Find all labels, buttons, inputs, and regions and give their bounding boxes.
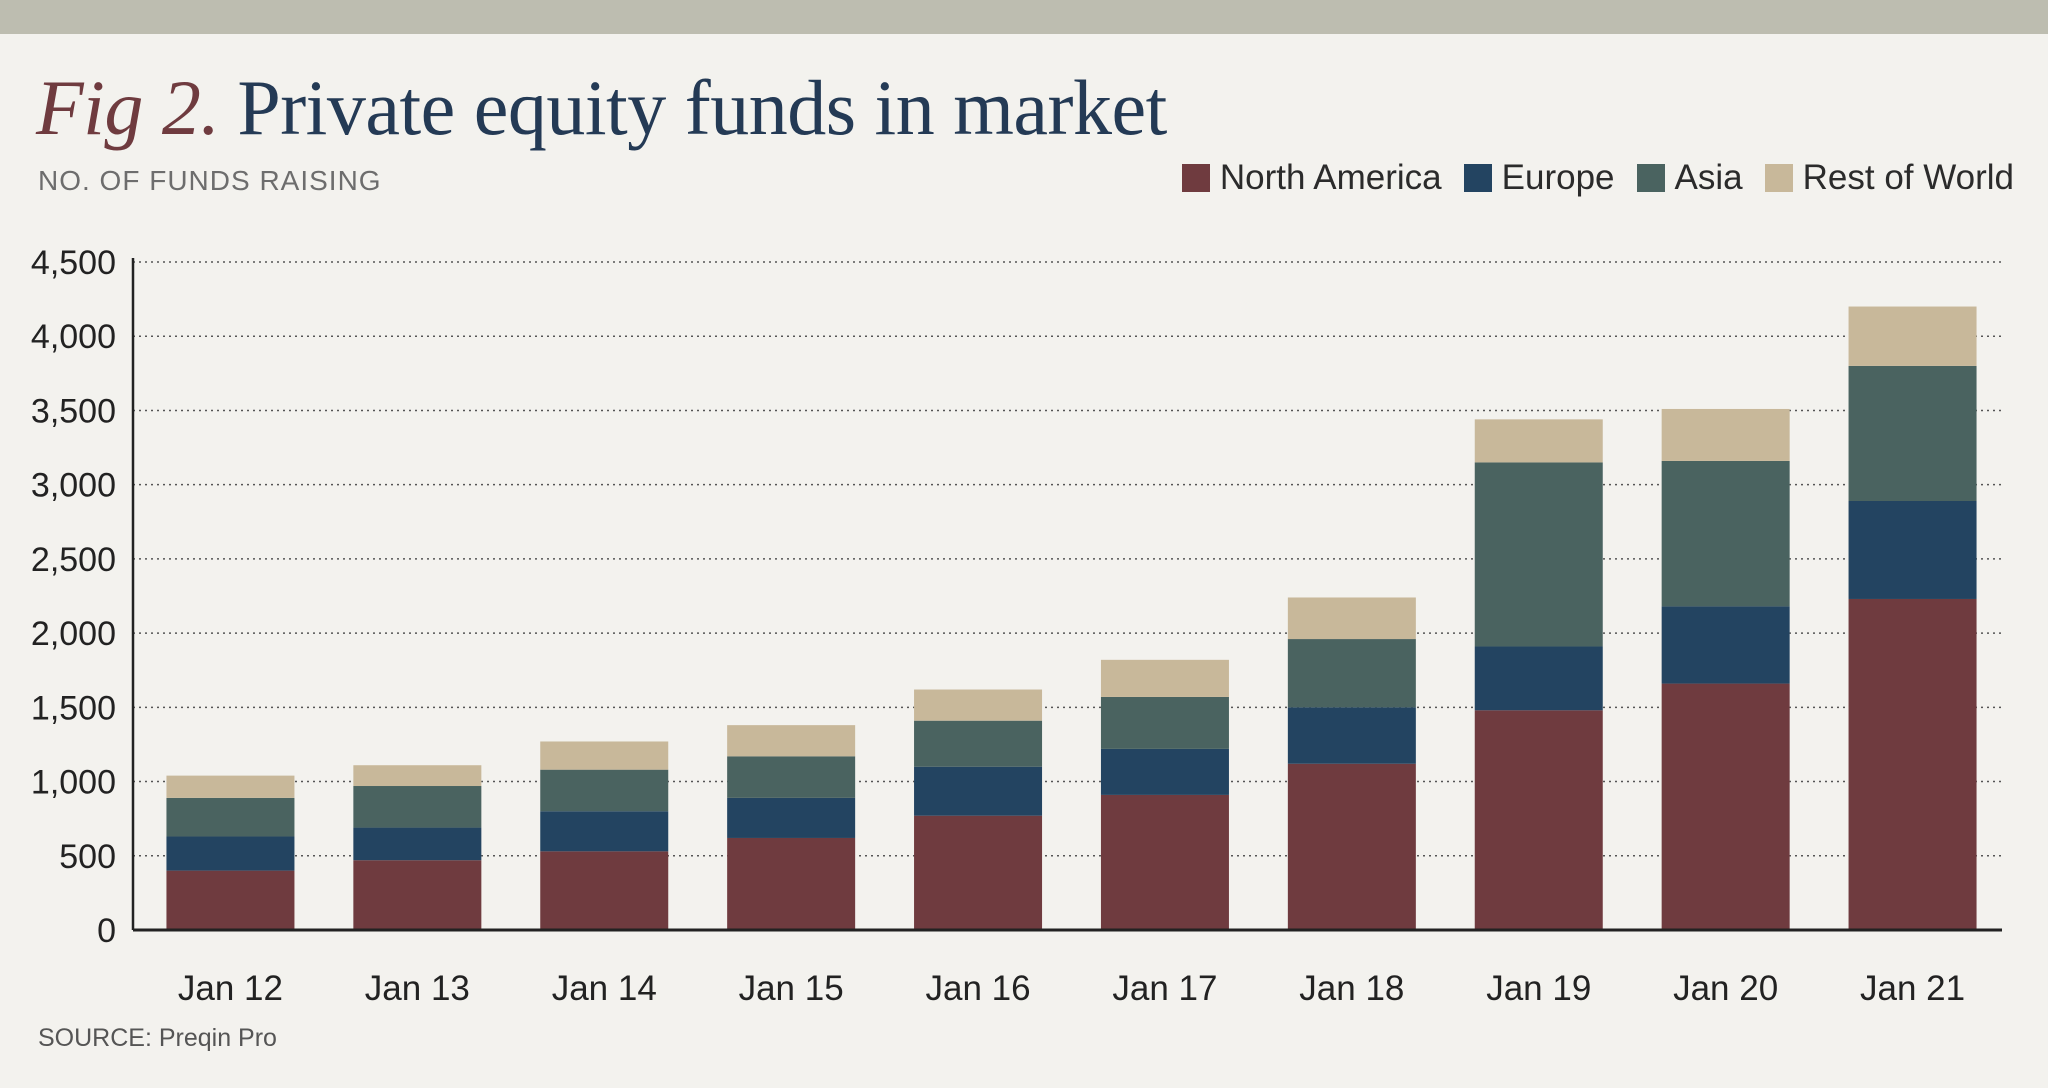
y-tick-label: 4,000 xyxy=(31,318,116,356)
legend-swatch-asia xyxy=(1636,164,1665,192)
y-tick-label: 1,500 xyxy=(31,689,116,727)
bar-rest-of-world xyxy=(540,741,669,770)
bar-north-america xyxy=(727,837,856,930)
bar-rest-of-world xyxy=(1848,306,1977,366)
bar-asia xyxy=(1848,365,1977,501)
legend-item-europe: Europe xyxy=(1463,158,1615,198)
y-tick-label: 3,000 xyxy=(31,467,116,505)
top-band xyxy=(0,0,2048,34)
bar-europe xyxy=(353,827,482,861)
bar-rest-of-world xyxy=(1100,659,1229,697)
x-tick-label: Jan 20 xyxy=(1673,969,1778,1008)
chart-title: Fig 2. Private equity funds in market xyxy=(36,60,1167,156)
bar-rest-of-world xyxy=(1287,597,1416,640)
bar-north-america xyxy=(1848,598,1977,930)
bar-asia xyxy=(1474,462,1603,647)
x-tick-label: Jan 16 xyxy=(926,969,1031,1008)
bar-europe xyxy=(1661,606,1790,684)
bar-rest-of-world xyxy=(727,725,856,757)
legend-label-north-america: North America xyxy=(1219,158,1442,197)
bar-asia xyxy=(914,720,1043,767)
bar-europe xyxy=(914,766,1043,816)
y-tick-label: 500 xyxy=(59,838,116,876)
x-tick-label: Jan 21 xyxy=(1860,969,1965,1008)
y-tick-label: 2,000 xyxy=(31,615,116,653)
bar-europe xyxy=(1474,646,1603,711)
bar-north-america xyxy=(1474,710,1603,930)
y-tick-label: 3,500 xyxy=(31,392,116,430)
bar-north-america xyxy=(353,860,482,930)
y-tick-label: 4,500 xyxy=(31,244,116,282)
bar-asia xyxy=(1661,460,1790,607)
bar-asia xyxy=(1100,696,1229,749)
bar-europe xyxy=(1848,500,1977,599)
legend-swatch-rest-of-world xyxy=(1764,164,1793,192)
bar-asia xyxy=(540,769,669,812)
bar-north-america xyxy=(166,870,295,930)
legend-item-rest-of-world: Rest of World xyxy=(1764,158,2014,198)
bar-europe xyxy=(1100,748,1229,795)
bar-rest-of-world xyxy=(166,775,295,798)
legend-label-europe: Europe xyxy=(1501,158,1615,197)
x-tick-label: Jan 14 xyxy=(552,969,657,1008)
bar-europe xyxy=(727,797,856,838)
x-tick-label: Jan 19 xyxy=(1486,969,1591,1008)
bar-north-america xyxy=(914,815,1043,930)
bar-asia xyxy=(166,797,295,837)
bar-rest-of-world xyxy=(1474,419,1603,463)
legend-label-asia: Asia xyxy=(1674,158,1743,197)
x-tick-label: Jan 17 xyxy=(1112,969,1217,1008)
legend-item-north-america: North America xyxy=(1181,158,1442,198)
legend-item-asia: Asia xyxy=(1636,158,1743,198)
bar-asia xyxy=(353,786,482,828)
x-tick-label: Jan 18 xyxy=(1299,969,1404,1008)
bar-europe xyxy=(166,836,295,871)
bar-asia xyxy=(1287,639,1416,708)
bar-europe xyxy=(540,811,669,852)
y-tick-label: 0 xyxy=(97,912,116,950)
y-tick-label: 2,500 xyxy=(31,541,116,579)
x-tick-label: Jan 15 xyxy=(739,969,844,1008)
bar-rest-of-world xyxy=(1661,408,1790,461)
x-tick-label: Jan 12 xyxy=(178,969,283,1008)
y-axis-title: NO. OF FUNDS RAISING xyxy=(38,165,382,196)
legend: North America Europe Asia Rest of World xyxy=(1160,158,2014,198)
figure-label: Fig 2. xyxy=(36,64,220,151)
legend-swatch-europe xyxy=(1463,164,1492,192)
source-note: SOURCE: Preqin Pro xyxy=(38,1024,277,1052)
title-text: Private equity funds in market xyxy=(237,64,1167,151)
x-tick-label: Jan 13 xyxy=(365,969,470,1008)
y-tick-label: 1,000 xyxy=(31,764,116,802)
bar-north-america xyxy=(1287,763,1416,930)
bar-rest-of-world xyxy=(914,689,1043,721)
bar-north-america xyxy=(1661,683,1790,930)
bar-europe xyxy=(1287,707,1416,764)
bar-north-america xyxy=(540,851,669,930)
bar-asia xyxy=(727,756,856,798)
legend-swatch-north-america xyxy=(1181,164,1210,192)
bar-north-america xyxy=(1100,794,1229,930)
bar-rest-of-world xyxy=(353,765,482,787)
legend-label-rest-of-world: Rest of World xyxy=(1802,158,2014,197)
